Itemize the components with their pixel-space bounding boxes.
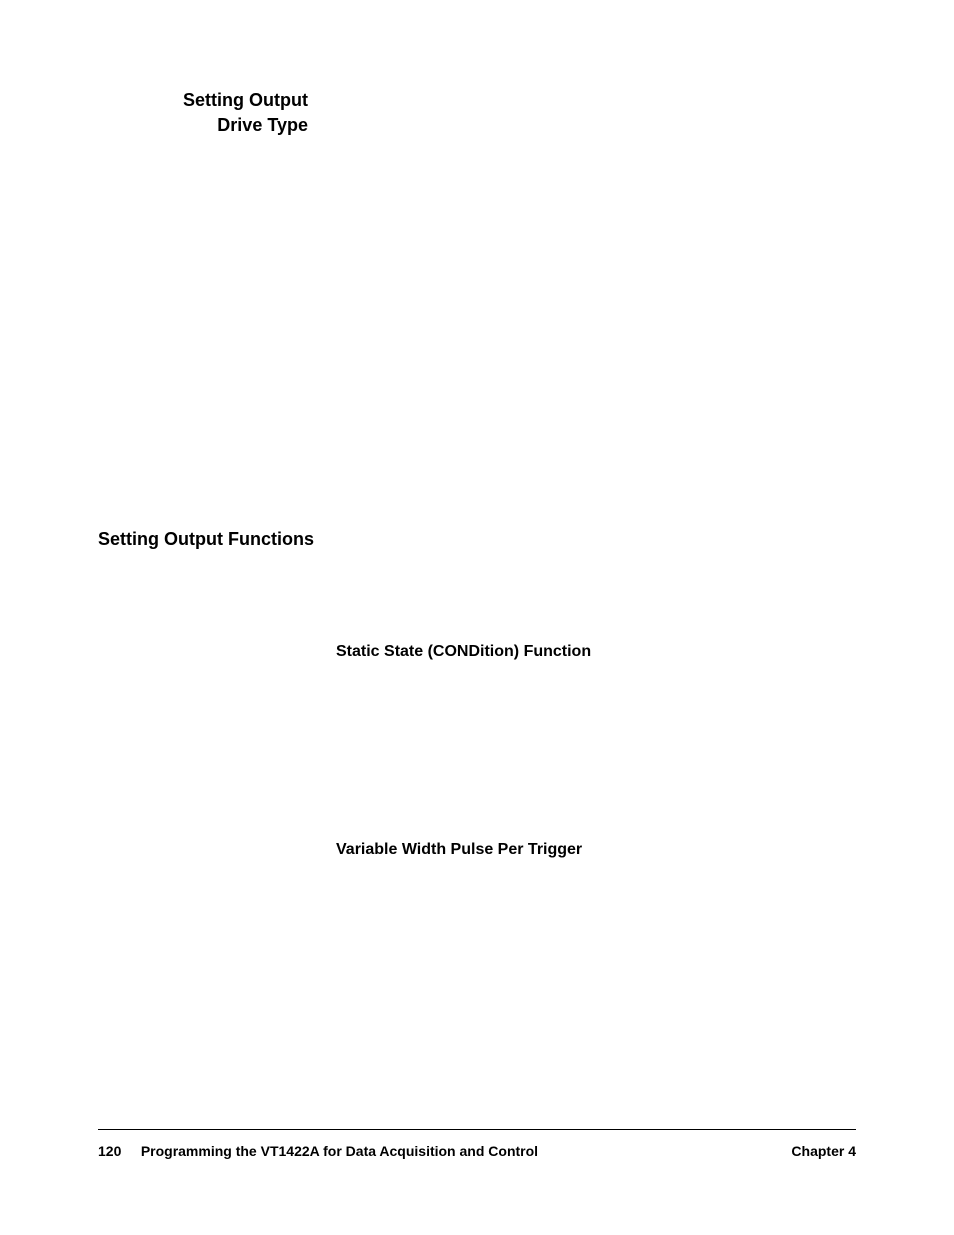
section-heading: Setting Output Functions <box>98 529 314 550</box>
section-title-line2: Drive Type <box>217 115 308 136</box>
sub-heading-static-state: Static State (CONDition) Function <box>336 643 591 661</box>
footer-gap <box>125 1143 137 1159</box>
footer-left: 120 Programming the VT1422A for Data Acq… <box>98 1143 538 1159</box>
footer-right: Chapter 4 <box>791 1143 856 1159</box>
page-number: 120 <box>98 1143 121 1159</box>
document-page: Setting Output Drive Type Setting Output… <box>0 0 954 1235</box>
footer-rule <box>98 1129 856 1130</box>
section-title-line1: Setting Output <box>183 90 308 111</box>
sub-heading-variable-width: Variable Width Pulse Per Trigger <box>336 841 582 859</box>
footer-left-text: Programming the VT1422A for Data Acquisi… <box>141 1143 538 1159</box>
